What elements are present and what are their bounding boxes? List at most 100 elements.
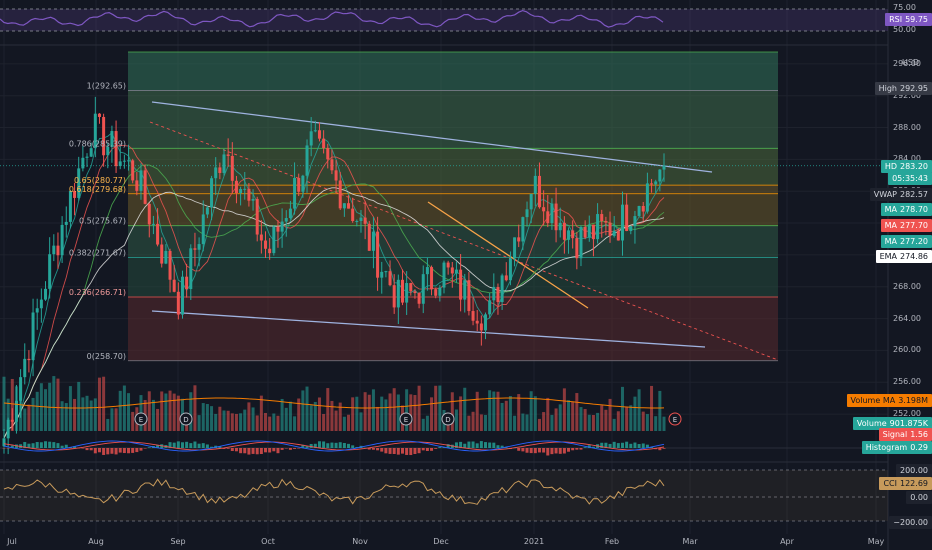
candle-81[interactable] [338, 180, 342, 209]
candle-10[interactable] [44, 288, 48, 300]
candle-145[interactable] [604, 221, 608, 223]
candle-0[interactable] [2, 438, 6, 447]
candle-46[interactable] [193, 248, 197, 250]
candle-26[interactable] [110, 131, 114, 147]
candle-135[interactable] [562, 222, 566, 240]
candle-43[interactable] [180, 276, 184, 315]
candle-42[interactable] [176, 291, 180, 315]
candle-35[interactable] [147, 203, 151, 225]
date-axis[interactable]: Jul Aug Sep Oct Nov Dec 2021 Feb Mar Apr May [0, 534, 888, 550]
candle-14[interactable] [60, 224, 64, 256]
candle-105[interactable] [438, 287, 442, 296]
candle-84[interactable] [351, 208, 355, 222]
candle-142[interactable] [591, 224, 595, 240]
candle-141[interactable] [587, 224, 591, 238]
candle-92[interactable] [384, 271, 388, 273]
candle-150[interactable] [625, 204, 629, 232]
candle-83[interactable] [347, 203, 351, 209]
candle-144[interactable] [600, 214, 604, 222]
candle-50[interactable] [210, 178, 214, 208]
candle-6[interactable] [27, 358, 31, 361]
candle-99[interactable] [413, 291, 417, 294]
candle-68[interactable] [284, 218, 288, 222]
candle-63[interactable] [264, 240, 268, 249]
candle-38[interactable] [160, 244, 164, 264]
candle-93[interactable] [388, 271, 392, 286]
candle-58[interactable] [243, 188, 247, 190]
candle-157[interactable] [654, 181, 658, 185]
candle-156[interactable] [650, 183, 654, 185]
candle-88[interactable] [367, 223, 371, 251]
candle-134[interactable] [558, 222, 562, 231]
diagonal-dashed-line[interactable] [149, 121, 779, 361]
candle-57[interactable] [239, 189, 243, 194]
candle-69[interactable] [288, 208, 292, 219]
orange-trendline[interactable] [427, 201, 589, 309]
candle-89[interactable] [371, 231, 375, 251]
candle-155[interactable] [645, 183, 649, 212]
candle-23[interactable] [97, 113, 101, 117]
candle-11[interactable] [48, 254, 52, 289]
candle-80[interactable] [334, 170, 338, 181]
candle-129[interactable] [537, 175, 541, 208]
candle-143[interactable] [596, 214, 600, 240]
candles[interactable] [2, 96, 666, 455]
trendlines[interactable] [0, 101, 888, 361]
candle-136[interactable] [567, 230, 571, 240]
candle-139[interactable] [579, 226, 583, 259]
lower-channel-line[interactable] [151, 310, 706, 348]
candle-76[interactable] [317, 130, 321, 139]
candle-131[interactable] [546, 211, 550, 224]
event-marker-0[interactable]: E [134, 412, 148, 426]
candle-137[interactable] [571, 230, 575, 239]
candle-72[interactable] [301, 175, 305, 192]
candle-158[interactable] [658, 169, 662, 182]
candle-31[interactable] [131, 160, 135, 181]
candle-18[interactable] [77, 168, 81, 198]
candle-51[interactable] [214, 167, 218, 179]
candle-153[interactable] [637, 205, 641, 217]
candle-49[interactable] [205, 207, 209, 215]
candle-36[interactable] [151, 223, 155, 225]
event-marker-4[interactable]: E [668, 412, 682, 426]
candle-112[interactable] [467, 280, 471, 312]
candle-147[interactable] [612, 230, 616, 236]
candle-53[interactable] [222, 154, 226, 173]
candle-55[interactable] [230, 155, 234, 181]
candle-44[interactable] [185, 276, 189, 290]
candle-113[interactable] [471, 311, 475, 321]
candle-138[interactable] [575, 238, 579, 259]
candle-95[interactable] [396, 279, 400, 308]
candle-122[interactable] [508, 258, 512, 281]
candle-118[interactable] [492, 287, 496, 301]
candle-60[interactable] [251, 198, 255, 201]
candle-123[interactable] [513, 237, 517, 259]
candle-21[interactable] [89, 148, 93, 157]
candle-19[interactable] [81, 157, 85, 169]
candle-12[interactable] [52, 245, 56, 255]
candle-102[interactable] [425, 267, 429, 275]
candle-130[interactable] [542, 207, 546, 212]
candle-15[interactable] [64, 221, 68, 225]
candle-71[interactable] [297, 177, 301, 192]
candle-8[interactable] [35, 308, 39, 313]
candle-25[interactable] [106, 146, 110, 156]
candle-66[interactable] [276, 226, 280, 232]
candle-32[interactable] [135, 180, 139, 191]
candle-109[interactable] [454, 269, 458, 274]
candle-77[interactable] [322, 138, 326, 149]
candle-73[interactable] [305, 145, 309, 176]
candle-65[interactable] [272, 226, 276, 254]
candle-16[interactable] [68, 190, 72, 222]
candle-52[interactable] [218, 167, 222, 173]
candle-159[interactable] [662, 165, 666, 170]
candle-82[interactable] [342, 203, 346, 209]
candle-86[interactable] [359, 217, 363, 221]
candle-133[interactable] [554, 203, 558, 231]
candle-87[interactable] [363, 217, 367, 224]
candle-20[interactable] [85, 156, 89, 158]
candle-17[interactable] [73, 190, 77, 198]
candle-110[interactable] [459, 269, 463, 300]
candle-108[interactable] [450, 267, 454, 274]
